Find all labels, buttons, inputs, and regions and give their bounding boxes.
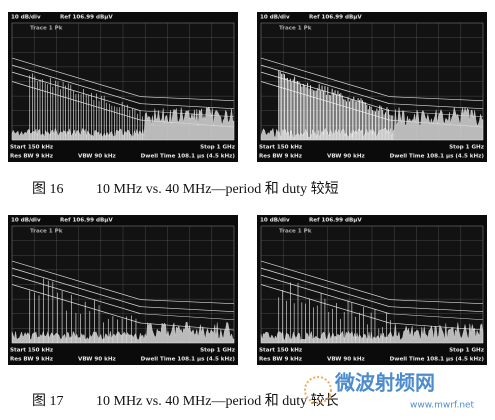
stop-label: Stop 1 GHz [200, 348, 235, 354]
analyzer-screenshot: 10 dB/div Ref 106.99 dBµV Trace 1 Pk Start … [257, 215, 487, 365]
limit-line [11, 71, 141, 112]
limit-line [260, 274, 390, 315]
limit-line [140, 313, 235, 321]
stop-label: Stop 1 GHz [200, 145, 235, 151]
ref-label: Ref 106.99 dBµV [309, 218, 362, 224]
watermark-name: 微波射频网 [334, 371, 435, 395]
trace-label: Trace 1 Pk [279, 26, 312, 32]
limit-line [140, 96, 235, 102]
limit-line [260, 267, 390, 308]
start-label: Start 150 kHz [10, 145, 53, 151]
limit-line [11, 260, 141, 301]
trace-label: Trace 1 Pk [30, 229, 63, 235]
vbw-label: VBW 90 kHz [78, 154, 116, 160]
noise-floor [11, 321, 235, 344]
limit-line [140, 103, 235, 110]
caption-label: 图 17 [32, 394, 64, 409]
analyzer-screenshot: 10 dB/div Ref 106.99 dBµV Trace 1 Pk Start … [8, 215, 238, 365]
limit-line [260, 64, 390, 105]
scale-label: 10 dB/div [260, 218, 290, 224]
dwell-label: Dwell Time 108.1 µs (4.5 kHz) [141, 154, 236, 160]
caption-label: 图 16 [32, 182, 64, 197]
start-label: Start 150 kHz [10, 348, 53, 354]
watermark: 微波射频网 www.mwrf.net [304, 371, 475, 411]
vbw-label: VBW 90 kHz [327, 154, 365, 160]
scale-label: 10 dB/div [260, 15, 290, 21]
noise-floor [260, 107, 484, 141]
limit-line [11, 64, 141, 105]
trace-label: Trace 1 Pk [30, 26, 63, 32]
noise-floor [260, 322, 484, 344]
limit-line [260, 57, 390, 98]
limit-line [11, 284, 141, 324]
limit-line [389, 306, 484, 313]
start-label: Start 150 kHz [259, 348, 302, 354]
noise-floor [11, 106, 235, 141]
watermark-url: www.mwrf.net [410, 401, 475, 411]
vbw-label: VBW 90 kHz [327, 357, 365, 363]
scale-label: 10 dB/div [11, 15, 41, 21]
rbw-label: Res BW 9 kHz [10, 357, 53, 363]
trace-label: Trace 1 Pk [279, 229, 312, 235]
limit-line [389, 103, 484, 110]
analyzer-screenshot: 10 dB/div Ref 106.99 dBµV Trace 1 Pk Start … [257, 12, 487, 162]
ref-label: Ref 106.99 dBµV [60, 218, 113, 224]
dwell-label: Dwell Time 108.1 µs (4.5 kHz) [390, 154, 485, 160]
ref-label: Ref 106.99 dBµV [60, 15, 113, 21]
limit-line [389, 96, 484, 102]
dwell-label: Dwell Time 108.1 µs (4.5 kHz) [390, 357, 485, 363]
limit-line [140, 306, 235, 313]
rbw-label: Res BW 9 kHz [259, 154, 302, 160]
stop-label: Stop 1 GHz [449, 145, 484, 151]
limit-line [11, 267, 141, 308]
caption-text: 10 MHz vs. 40 MHz—period 和 duty 较短 [96, 181, 339, 197]
caption-text: 10 MHz vs. 40 MHz—period 和 duty 较长 [96, 393, 339, 409]
limit-line [389, 299, 484, 305]
start-label: Start 150 kHz [259, 145, 302, 151]
limit-line [11, 57, 141, 98]
watermark-logo [304, 376, 332, 404]
vbw-label: VBW 90 kHz [78, 357, 116, 363]
limit-line [260, 260, 390, 301]
ref-label: Ref 106.99 dBµV [309, 15, 362, 21]
rbw-label: Res BW 9 kHz [10, 154, 53, 160]
limit-line [11, 274, 141, 315]
dwell-label: Dwell Time 108.1 µs (4.5 kHz) [141, 357, 236, 363]
scale-label: 10 dB/div [11, 218, 41, 224]
rbw-label: Res BW 9 kHz [259, 357, 302, 363]
stop-label: Stop 1 GHz [449, 348, 484, 354]
limit-line [140, 299, 235, 305]
limit-line [389, 313, 484, 321]
analyzer-screenshot: 10 dB/div Ref 106.99 dBµV Trace 1 Pk Start … [8, 12, 238, 162]
